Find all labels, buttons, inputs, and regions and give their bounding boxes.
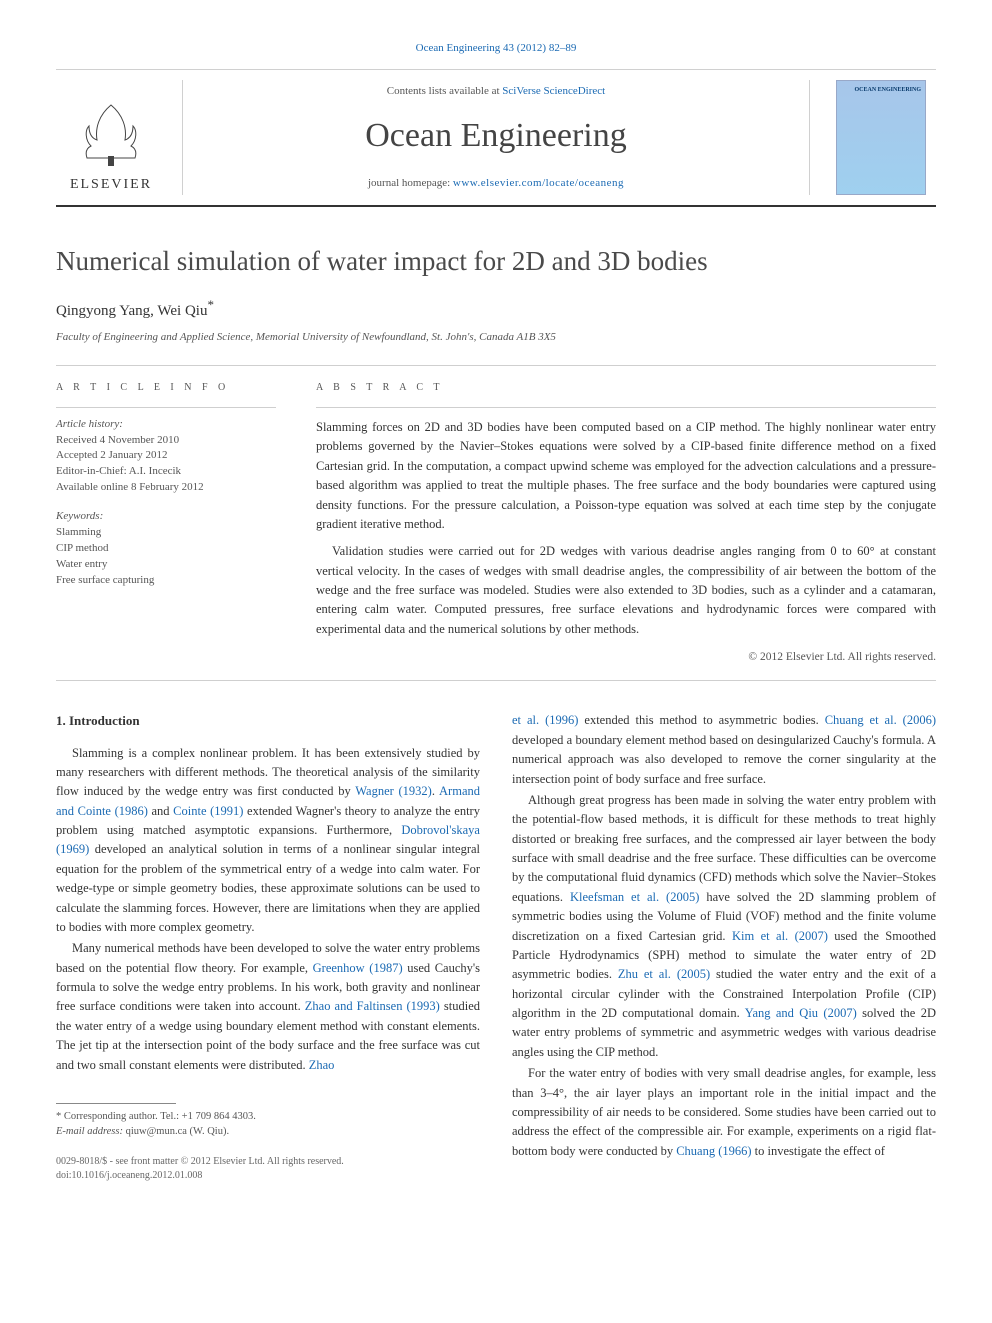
authors-line: Qingyong Yang, Wei Qiu* <box>56 295 936 323</box>
body-paragraph: et al. (1996) extended this method to as… <box>512 711 936 789</box>
abstract-rule <box>316 407 936 408</box>
publisher-block: ELSEVIER <box>56 80 166 195</box>
journal-cover-thumbnail: OCEAN ENGINEERING <box>836 80 926 195</box>
abstract-paragraph: Slamming forces on 2D and 3D bodies have… <box>316 418 936 534</box>
contents-prefix: Contents lists available at <box>387 85 502 97</box>
text-run: extended this method to asymmetric bodie… <box>578 713 824 727</box>
ref-link-kim[interactable]: Kim et al. (2007) <box>732 929 828 943</box>
keyword-item: Water entry <box>56 557 276 573</box>
ref-link-zhao96[interactable]: Zhao <box>309 1058 335 1072</box>
footnote-email: E-mail address: qiuw@mun.ca (W. Qiu). <box>56 1125 480 1140</box>
body-paragraph: Slamming is a complex nonlinear problem.… <box>56 744 480 938</box>
abstract-col: A B S T R A C T Slamming forces on 2D an… <box>316 380 936 666</box>
text-run: developed an analytical solution in term… <box>56 842 480 934</box>
abstract-paragraph: Validation studies were carried out for … <box>316 542 936 639</box>
text-run: to investigate the effect of <box>752 1144 885 1158</box>
cover-thumb-block: OCEAN ENGINEERING <box>826 80 936 195</box>
article-title: Numerical simulation of water impact for… <box>56 241 936 282</box>
affiliation: Faculty of Engineering and Applied Scien… <box>56 329 936 346</box>
ref-link-cointe[interactable]: Cointe (1991) <box>173 804 243 818</box>
text-run: developed a boundary element method base… <box>512 733 936 786</box>
body-column-left: 1. Introduction Slamming is a complex no… <box>56 711 480 1183</box>
text-run: . <box>432 784 439 798</box>
scidirect-link[interactable]: SciVerse ScienceDirect <box>502 85 605 97</box>
homepage-prefix: journal homepage: <box>368 177 453 189</box>
footer-issn: 0029-8018/$ - see front matter © 2012 El… <box>56 1155 480 1169</box>
contents-listed-line: Contents lists available at SciVerse Sci… <box>387 83 605 100</box>
abstract-body: Slamming forces on 2D and 3D bodies have… <box>316 418 936 639</box>
email-label: E-mail address: <box>56 1126 123 1137</box>
page-container: Ocean Engineering 43 (2012) 82–89 ELSEVI… <box>0 0 992 1223</box>
article-info-label: A R T I C L E I N F O <box>56 380 276 395</box>
keyword-item: CIP method <box>56 541 276 557</box>
header-citation[interactable]: Ocean Engineering 43 (2012) 82–89 <box>56 40 936 57</box>
footnote-separator <box>56 1103 176 1104</box>
body-two-column: 1. Introduction Slamming is a complex no… <box>56 711 936 1183</box>
history-item: Received 4 November 2010 <box>56 433 276 449</box>
body-paragraph: For the water entry of bodies with very … <box>512 1064 936 1161</box>
keyword-item: Slamming <box>56 525 276 541</box>
article-info-col: A R T I C L E I N F O Article history: R… <box>56 380 276 666</box>
footer-meta: 0029-8018/$ - see front matter © 2012 El… <box>56 1155 480 1183</box>
ref-link-kleefsman[interactable]: Kleefsman et al. (2005) <box>570 890 699 904</box>
abstract-copyright: © 2012 Elsevier Ltd. All rights reserved… <box>316 649 936 666</box>
keyword-item: Free surface capturing <box>56 573 276 589</box>
ref-link-chuang06[interactable]: Chuang et al. (2006) <box>825 713 936 727</box>
journal-homepage-line: journal homepage: www.elsevier.com/locat… <box>368 175 624 192</box>
rule-above-info <box>56 365 936 366</box>
email-value: qiuw@mun.ca (W. Qiu). <box>123 1126 229 1137</box>
cover-title-text: OCEAN ENGINEERING <box>854 87 921 94</box>
rule-below-abstract <box>56 680 936 681</box>
info-abstract-row: A R T I C L E I N F O Article history: R… <box>56 380 936 666</box>
masthead-center: Contents lists available at SciVerse Sci… <box>182 80 810 195</box>
history-item: Editor-in-Chief: A.I. Incecik <box>56 464 276 480</box>
ref-link-chuang66[interactable]: Chuang (1966) <box>676 1144 751 1158</box>
ref-link-yang[interactable]: Yang and Qiu (2007) <box>745 1006 857 1020</box>
body-paragraph: Many numerical methods have been develop… <box>56 939 480 1075</box>
masthead: ELSEVIER Contents lists available at Sci… <box>56 69 936 207</box>
elsevier-wordmark: ELSEVIER <box>70 174 152 195</box>
body-column-right: et al. (1996) extended this method to as… <box>512 711 936 1183</box>
section-heading-1: 1. Introduction <box>56 711 480 731</box>
keywords-label: Keywords: <box>56 508 276 525</box>
footer-doi: doi:10.1016/j.oceaneng.2012.01.008 <box>56 1169 480 1183</box>
ref-link-zhao96b[interactable]: et al. (1996) <box>512 713 578 727</box>
text-run: and <box>148 804 173 818</box>
history-item: Accepted 2 January 2012 <box>56 448 276 464</box>
elsevier-tree-icon <box>81 100 141 170</box>
corresponding-footnote: * Corresponding author. Tel.: +1 709 864… <box>56 1110 480 1139</box>
ref-link-wagner[interactable]: Wagner (1932) <box>355 784 432 798</box>
journal-name: Ocean Engineering <box>365 110 627 161</box>
body-paragraph: Although great progress has been made in… <box>512 791 936 1062</box>
author-names: Qingyong Yang, Wei Qiu <box>56 303 207 319</box>
ref-link-zhu[interactable]: Zhu et al. (2005) <box>618 967 710 981</box>
homepage-link[interactable]: www.elsevier.com/locate/oceaneng <box>453 177 624 189</box>
corresponding-asterisk: * <box>207 297 214 312</box>
abstract-label: A B S T R A C T <box>316 380 936 395</box>
footnote-tel: * Corresponding author. Tel.: +1 709 864… <box>56 1110 480 1125</box>
info-rule <box>56 407 276 408</box>
text-run: Although great progress has been made in… <box>512 793 936 904</box>
history-item: Available online 8 February 2012 <box>56 480 276 496</box>
ref-link-greenhow[interactable]: Greenhow (1987) <box>313 961 403 975</box>
history-label: Article history: <box>56 416 276 433</box>
ref-link-zhao93[interactable]: Zhao and Faltinsen (1993) <box>305 999 440 1013</box>
